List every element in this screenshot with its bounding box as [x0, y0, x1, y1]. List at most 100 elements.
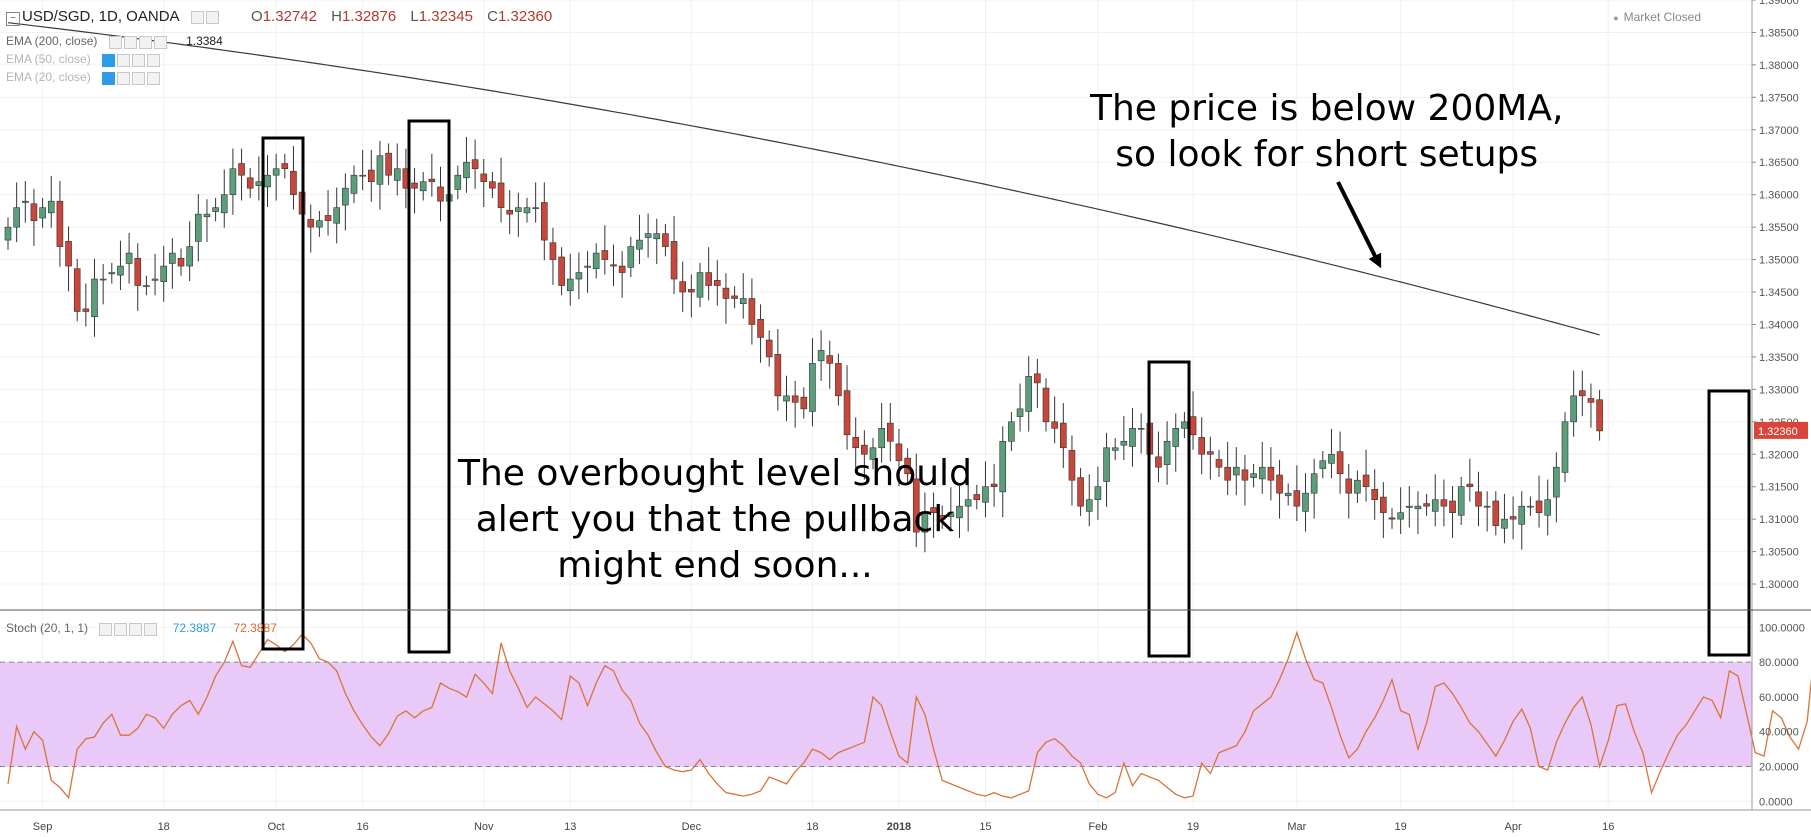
arrow-to-ma	[1336, 181, 1382, 269]
add-icon[interactable]	[132, 53, 146, 67]
close-icon[interactable]	[153, 35, 167, 49]
price-tick-label: 1.39000	[1759, 0, 1799, 7]
candle-down	[82, 308, 90, 312]
price-tick-label: 1.37500	[1759, 92, 1799, 104]
eye-icon[interactable]	[190, 11, 204, 25]
candle-up	[627, 246, 635, 268]
add-icon[interactable]	[138, 35, 152, 49]
price-tick-label: 1.38500	[1759, 27, 1799, 39]
candle-down	[549, 242, 557, 260]
candle-down	[852, 437, 860, 449]
eye-icon[interactable]	[108, 35, 122, 49]
price-tick-label: 1.35500	[1759, 222, 1799, 234]
candle-up	[1354, 479, 1361, 494]
candle-up	[195, 213, 202, 242]
candle-down	[1345, 478, 1353, 494]
stoch-d-value: 72.3887	[233, 621, 277, 635]
candle-up	[644, 233, 652, 238]
candle-up	[1094, 486, 1102, 500]
candle-up	[999, 440, 1007, 493]
time-tick-label: 13	[564, 821, 576, 833]
candle-down	[1440, 499, 1448, 507]
candle-up	[160, 265, 167, 282]
candle-up	[212, 207, 219, 212]
candle-down	[1587, 398, 1595, 403]
time-tick-label: Nov	[474, 821, 494, 833]
candle-up	[454, 174, 462, 190]
hidden-eye-icon[interactable]	[102, 71, 116, 85]
time-tick-label: Dec	[682, 821, 702, 833]
add-icon[interactable]	[129, 622, 143, 636]
candle-up	[1397, 512, 1404, 520]
candle-down	[1215, 459, 1223, 468]
candle-up	[169, 252, 176, 264]
highlight-box	[261, 136, 305, 651]
price-tick-label: 1.38000	[1759, 60, 1799, 72]
candle-down	[861, 444, 868, 455]
candle-up	[1483, 505, 1491, 508]
time-tick-label: 2018	[887, 821, 911, 833]
settings-icon[interactable]	[117, 53, 131, 67]
add-icon[interactable]	[132, 71, 146, 85]
time-tick-label: Oct	[268, 821, 285, 833]
stoch-tick-label: 40.0000	[1759, 727, 1799, 739]
candle-down	[1189, 416, 1197, 436]
close-icon[interactable]	[144, 622, 158, 636]
close-icon[interactable]	[147, 53, 161, 67]
stoch-tick-label: 80.0000	[1759, 657, 1799, 669]
candle-down	[65, 241, 72, 267]
indicator-ema-20[interactable]: EMA (20, close)	[6, 70, 162, 85]
price-tick-label: 1.36500	[1759, 157, 1799, 169]
candle-down	[1380, 496, 1387, 513]
candle-down	[973, 494, 981, 500]
candle-down	[281, 163, 289, 170]
settings-icon[interactable]	[205, 11, 219, 25]
candle-up	[203, 213, 211, 218]
highlight-box	[1707, 389, 1751, 657]
candle-down	[558, 256, 565, 286]
close-icon[interactable]	[147, 71, 161, 85]
candle-up	[151, 278, 159, 281]
candle-up	[1501, 518, 1508, 529]
candle-down	[722, 287, 730, 299]
candle-up	[1561, 421, 1569, 473]
ema-200-line	[7, 22, 1600, 336]
time-tick-label: 19	[1395, 821, 1407, 833]
candle-up	[47, 200, 55, 214]
price-tick-label: 1.30000	[1759, 579, 1799, 591]
candle-down	[774, 354, 782, 397]
candle-down	[1276, 474, 1283, 494]
symbol-label[interactable]: USD/SGD, 1D, OANDA	[22, 8, 179, 25]
candle-up	[1302, 492, 1309, 512]
stoch-tick-label: 100.0000	[1759, 622, 1805, 634]
candle-up	[39, 207, 46, 219]
settings-icon[interactable]	[114, 622, 128, 636]
candle-up	[653, 233, 661, 240]
candle-down	[307, 219, 315, 228]
stoch-k-value: 72.3887	[172, 621, 217, 635]
stoch-indicator-header[interactable]: Stoch (20, 1, 1) 72.3887 72.3887	[6, 621, 277, 636]
hidden-eye-icon[interactable]	[102, 53, 116, 67]
time-tick-label: 19	[1187, 821, 1199, 833]
candle-down	[662, 233, 669, 247]
indicator-ema-50[interactable]: EMA (50, close)	[6, 52, 162, 67]
collapse-icon[interactable]: −	[6, 12, 20, 26]
candle-up	[376, 155, 384, 185]
candle-up	[4, 226, 12, 241]
eye-icon[interactable]	[99, 622, 113, 636]
candle-down	[1371, 488, 1378, 500]
candle-up	[1457, 486, 1465, 516]
settings-icon[interactable]	[117, 71, 131, 85]
settings-icon[interactable]	[123, 35, 137, 49]
candle-down	[1241, 469, 1249, 481]
candle-up	[982, 486, 989, 503]
candle-up	[566, 278, 574, 292]
market-status: Market Closed	[1613, 10, 1701, 24]
candle-down	[1466, 483, 1474, 488]
candle-down	[497, 182, 505, 208]
candle-down	[765, 339, 773, 358]
indicator-ema-200[interactable]: EMA (200, close) 1.3384	[6, 34, 223, 49]
candle-down	[670, 241, 678, 280]
candle-down	[895, 443, 903, 462]
